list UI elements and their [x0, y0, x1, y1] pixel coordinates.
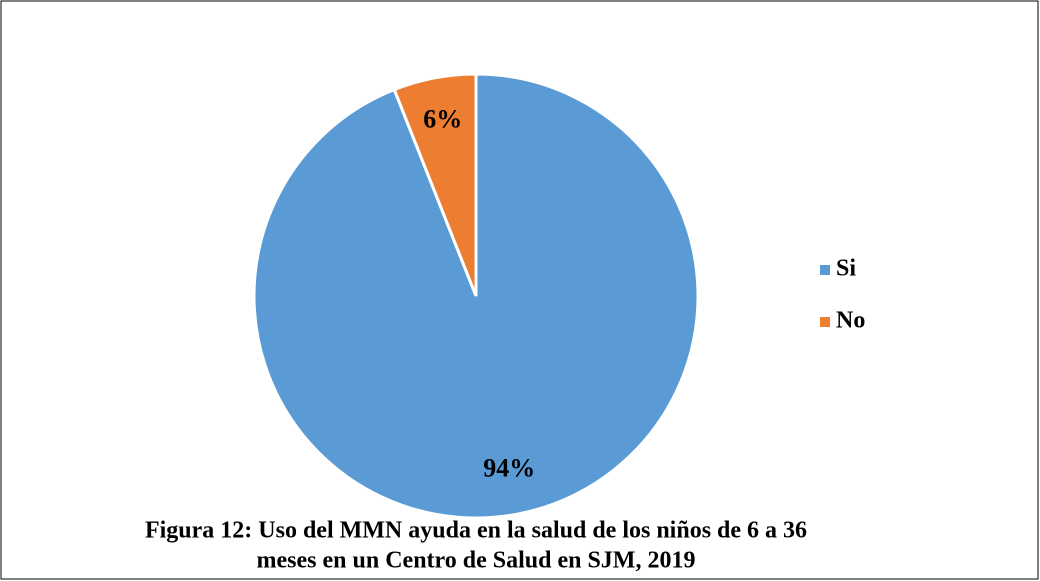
legend-label: No — [836, 308, 865, 334]
data-label: 94% — [483, 453, 535, 482]
chart-title: meses en un Centro de Salud en SJM, 2019 — [257, 548, 696, 574]
data-label: 6% — [423, 105, 462, 134]
legend-swatch — [820, 265, 830, 275]
pie-slice — [392, 72, 478, 297]
legend-label: Si — [836, 256, 856, 282]
legend-swatch — [820, 317, 830, 327]
chart-title: Figura 12: Uso del MMN ayuda en la salud… — [145, 518, 807, 544]
